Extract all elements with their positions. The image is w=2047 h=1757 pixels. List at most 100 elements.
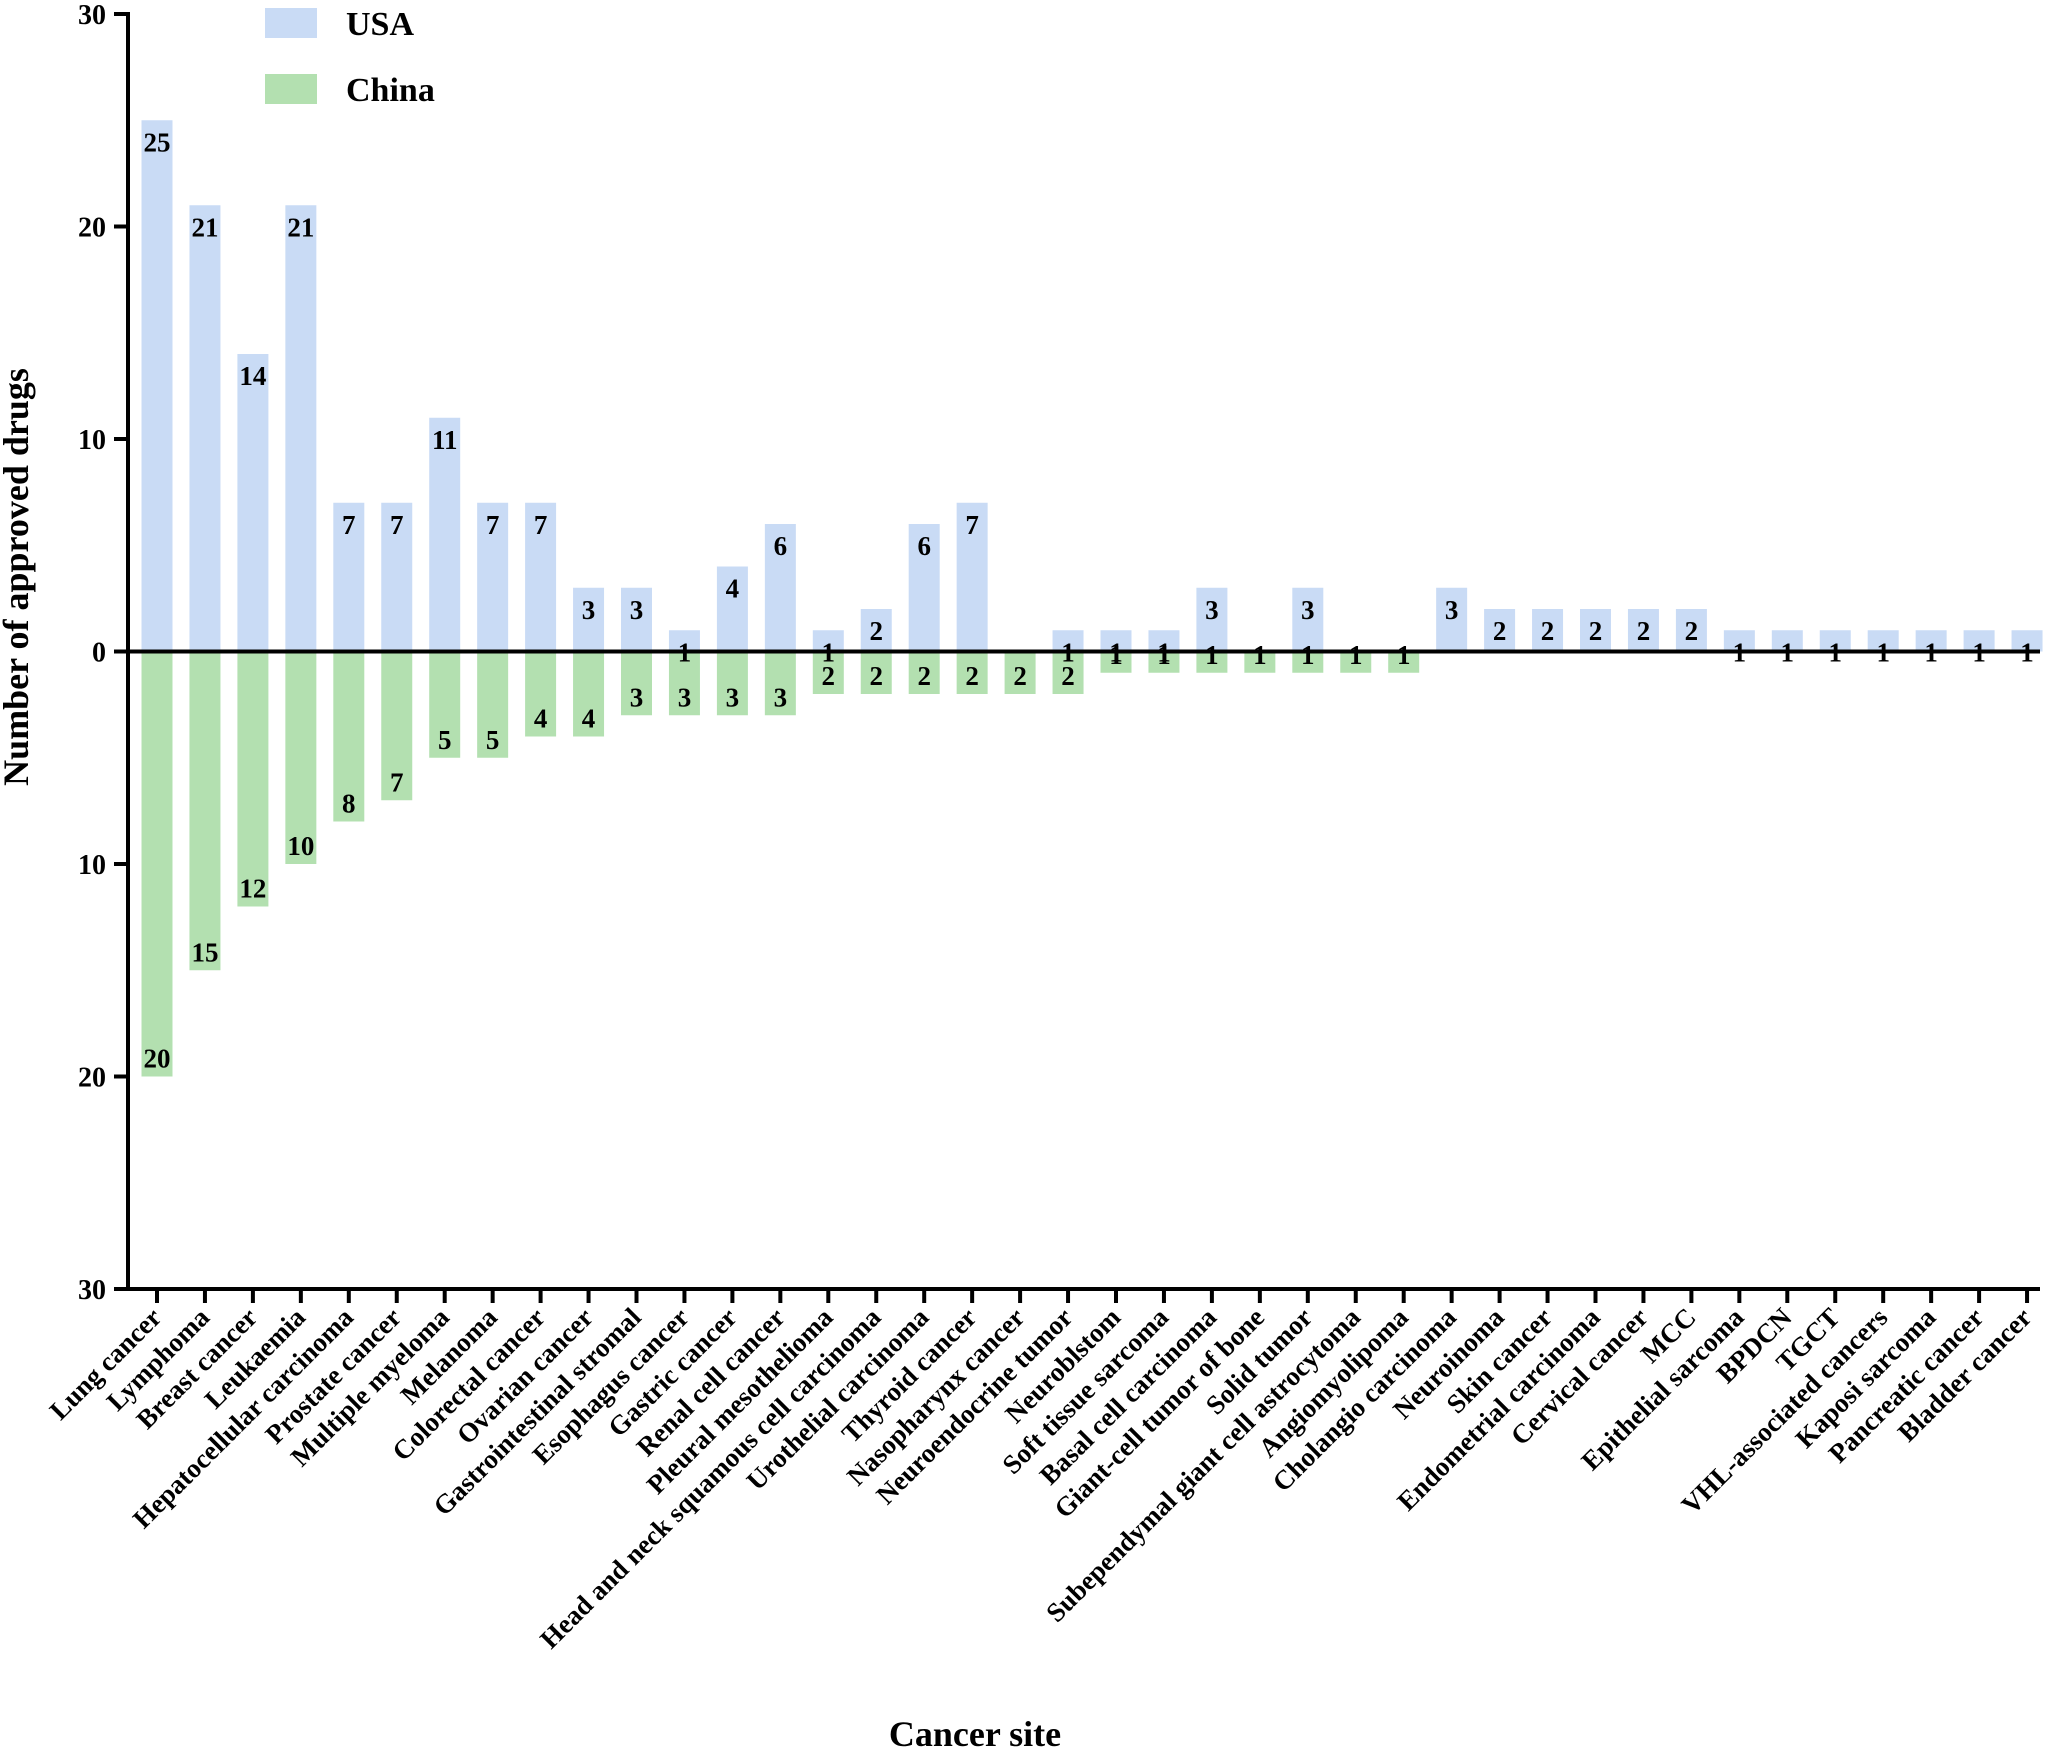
- data-label-usa: 7: [486, 510, 500, 540]
- data-label-usa: 3: [1445, 595, 1459, 625]
- bar-usa: [1627, 609, 1659, 652]
- bar-china: [1388, 651, 1420, 673]
- data-label-china: 1: [1253, 640, 1267, 670]
- bar-usa: [1675, 609, 1707, 652]
- bar-usa: [525, 502, 557, 652]
- bar-usa: [1915, 630, 1947, 652]
- bar-usa: [1148, 630, 1180, 652]
- bar-china: [189, 651, 221, 971]
- data-label-usa: 4: [726, 574, 740, 604]
- legend-label-china: China: [346, 72, 435, 109]
- x-axis-title: Cancer site: [889, 1714, 1061, 1754]
- bar-china: [1292, 651, 1324, 673]
- bar-usa: [1723, 630, 1755, 652]
- data-label-china: 2: [822, 661, 836, 691]
- usa-bars: [141, 120, 2043, 652]
- y-tick-label: 10: [78, 425, 106, 456]
- data-label-china: 10: [287, 831, 314, 861]
- bar-usa: [573, 587, 605, 652]
- data-label-usa: 7: [342, 510, 356, 540]
- data-label-china: 2: [1013, 661, 1027, 691]
- bar-usa: [1100, 630, 1132, 652]
- bar-usa: [189, 205, 221, 652]
- data-label-usa: 3: [1205, 595, 1219, 625]
- bar-china: [237, 651, 269, 907]
- bar-china: [621, 651, 652, 716]
- bar-usa: [621, 587, 652, 652]
- bar-china: [525, 651, 557, 737]
- bar-china: [141, 651, 173, 1077]
- data-label-usa: 7: [965, 510, 979, 540]
- bar-china: [1148, 651, 1180, 673]
- bar-usa: [716, 566, 748, 652]
- data-label-china: 1: [1205, 640, 1219, 670]
- bar-china: [477, 651, 509, 758]
- legend: USA China: [265, 6, 435, 109]
- data-label-usa: 2: [1685, 616, 1699, 646]
- data-label-usa: 6: [917, 531, 931, 561]
- data-label-china: 12: [239, 874, 266, 904]
- data-label-china: 3: [774, 682, 788, 712]
- data-label-usa: 2: [1589, 616, 1603, 646]
- bar-usa: [1819, 630, 1851, 652]
- y-axis-title: Number of approved drugs: [0, 368, 36, 786]
- data-label-china: 2: [965, 661, 979, 691]
- bar-usa: [908, 524, 940, 652]
- bar-china: [716, 651, 748, 716]
- data-label-china: 4: [582, 704, 596, 734]
- data-label-usa: 2: [1493, 616, 1507, 646]
- china-bars: [141, 651, 1420, 1077]
- bar-usa: [237, 354, 269, 652]
- bar-usa: [956, 502, 988, 652]
- bar-china: [1004, 651, 1036, 694]
- y-tick-label: 0: [92, 638, 106, 669]
- data-label-china: 1: [1397, 640, 1411, 670]
- bar-china: [381, 651, 413, 801]
- data-label-china: 1: [1157, 640, 1171, 670]
- data-label-usa: 3: [582, 595, 596, 625]
- bar-china: [908, 651, 940, 694]
- bar-china: [956, 651, 988, 694]
- bar-usa: [764, 524, 796, 652]
- data-label-usa: 25: [144, 127, 171, 157]
- bar-usa: [141, 120, 173, 652]
- bar-usa: [1436, 587, 1468, 652]
- data-label-usa: 7: [534, 510, 548, 540]
- legend-label-usa: USA: [346, 6, 414, 43]
- bar-china: [860, 651, 892, 694]
- bar-usa: [2011, 630, 2043, 652]
- data-label-china: 1: [1349, 640, 1363, 670]
- y-axis-ticks: 30 20 10 0 10 20 30: [78, 0, 128, 1306]
- data-label-china: 5: [438, 725, 452, 755]
- bar-china: [1196, 651, 1228, 673]
- data-label-usa: 2: [1637, 616, 1651, 646]
- data-labels: 2520211514122110787711575743433134363122…: [144, 127, 2034, 1073]
- data-label-china: 1: [1301, 640, 1315, 670]
- data-label-china: 3: [726, 682, 740, 712]
- bar-usa: [668, 630, 700, 652]
- bar-usa: [1292, 587, 1324, 652]
- bar-china: [764, 651, 796, 716]
- bar-china: [1052, 651, 1084, 694]
- legend-swatch-china: [265, 74, 317, 104]
- data-label-china: 20: [144, 1044, 171, 1074]
- data-label-china: 2: [1061, 661, 1075, 691]
- data-label-china: 2: [870, 661, 884, 691]
- data-label-china: 3: [630, 682, 644, 712]
- data-label-usa: 6: [774, 531, 788, 561]
- bar-usa: [860, 609, 892, 652]
- data-label-usa: 14: [239, 361, 266, 391]
- y-tick-label: 20: [78, 213, 106, 244]
- data-label-china: 7: [390, 767, 404, 797]
- bar-usa: [1532, 609, 1564, 652]
- data-label-usa: 21: [287, 212, 314, 242]
- data-label-usa: 21: [191, 212, 218, 242]
- data-label-usa: 11: [432, 425, 458, 455]
- legend-swatch-usa: [265, 8, 317, 38]
- x-axis-ticks: [155, 1289, 2030, 1303]
- bar-china: [1340, 651, 1372, 673]
- data-label-china: 3: [678, 682, 692, 712]
- bar-usa: [1580, 609, 1611, 652]
